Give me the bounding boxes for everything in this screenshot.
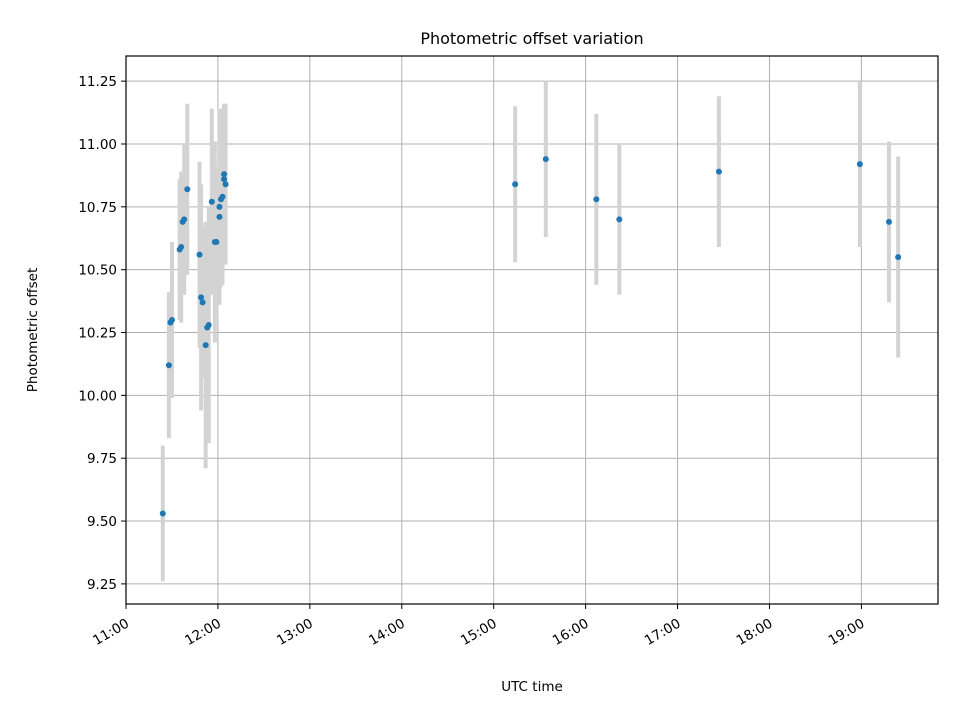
data-point [165,362,172,369]
y-tick-label: 9.75 [87,451,117,467]
data-point [181,216,188,223]
data-point [216,203,223,210]
data-point [616,216,623,223]
data-point [205,321,212,328]
y-axis-label: Photometric offset [25,268,41,392]
data-point [208,198,215,205]
data-point [219,193,226,200]
data-point [222,181,229,188]
data-point [895,254,902,261]
data-point [168,316,175,323]
data-point [198,294,205,301]
data-point [196,251,203,258]
y-tick-label: 10.25 [78,326,117,342]
y-tick-label: 10.50 [78,263,117,279]
data-point [159,510,166,517]
y-tick-label: 10.75 [78,200,117,216]
data-point [542,156,549,163]
data-point [512,181,519,188]
x-axis-label: UTC time [501,679,563,695]
data-point [199,299,206,306]
data-point [216,213,223,220]
plot-frame [125,55,939,605]
y-tick-label: 9.50 [87,514,117,530]
data-point [178,244,185,251]
data-points [159,156,902,517]
chart-title: Photometric offset variation [420,29,643,48]
data-point [593,196,600,203]
data-point [715,168,722,175]
data-point [221,176,228,183]
data-point [221,171,228,178]
data-point [202,342,209,349]
grid [125,56,938,604]
y-axis-ticks: 9.25 9.50 9.75 10.00 10.25 10.50 10.75 11.00 11.… [78,74,126,593]
data-point [213,239,220,246]
data-point [885,218,892,225]
y-tick-label: 11.00 [78,137,117,153]
data-point [184,186,191,193]
data-point [856,161,863,168]
y-tick-label: 11.25 [78,74,117,90]
y-tick-label: 10.00 [78,388,117,404]
y-tick-label: 9.25 [87,577,117,593]
